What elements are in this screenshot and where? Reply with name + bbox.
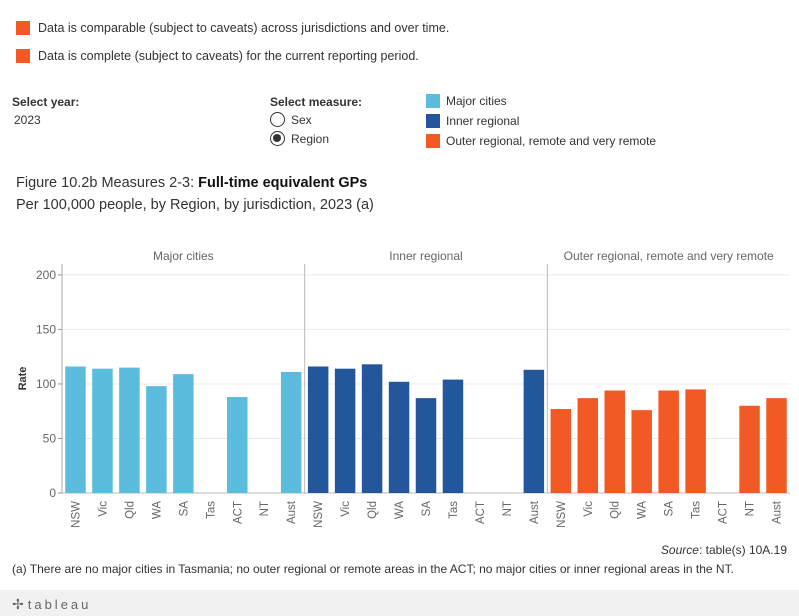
figure-title: Figure 10.2b Measures 2-3: Full-time equ…: [16, 175, 367, 191]
y-tick-label: 150: [36, 322, 56, 336]
x-tick-label: SA: [664, 501, 676, 517]
bar: [523, 369, 545, 493]
x-tick-label: ACT: [718, 501, 730, 524]
x-tick-label: ACT: [232, 501, 244, 524]
bar: [550, 409, 572, 493]
legend-outer-regional[interactable]: Outer regional, remote and very remote: [426, 134, 656, 148]
x-tick-label: Tas: [448, 501, 460, 519]
bar: [415, 398, 437, 493]
x-tick-label: Tas: [205, 501, 217, 519]
x-tick-label: WA: [151, 501, 163, 519]
year-select[interactable]: 2023: [14, 113, 41, 127]
caveat-text: Data is complete (subject to caveats) fo…: [38, 49, 419, 63]
bar: [604, 390, 625, 493]
bar: [388, 381, 410, 493]
bar-chart: 0 50 100 150 200 Rate Major cities NSW Vic Qld WA S…: [8, 246, 790, 528]
x-tick-label: SA: [421, 501, 433, 517]
radio-unselected-icon[interactable]: [270, 112, 285, 127]
measure-option-label: Sex: [291, 112, 312, 127]
y-axis-title: Rate: [17, 367, 29, 391]
bar: [65, 366, 86, 493]
x-tick-label: Tas: [691, 501, 703, 519]
x-tick-label: Aust: [286, 500, 298, 524]
figure-title-prefix: Figure 10.2b Measures 2-3:: [16, 175, 199, 191]
x-tick-label: NT: [502, 501, 514, 516]
panel-header-band: [8, 246, 790, 264]
bar: [307, 366, 329, 493]
source-text: : table(s) 10A.19: [698, 543, 787, 557]
bar: [227, 397, 248, 493]
footnote: (a) There are no major cities in Tasmani…: [12, 562, 734, 576]
bar: [92, 368, 113, 493]
year-label: Select year:: [12, 95, 80, 109]
bar: [766, 398, 787, 493]
panel-header-label: Inner regional: [389, 249, 462, 263]
bar: [442, 379, 464, 493]
y-tick-label: 200: [36, 268, 56, 282]
figure-title-bold: Full-time equivalent GPs: [198, 175, 368, 191]
x-tick-label: NT: [259, 501, 271, 516]
bar: [146, 386, 167, 493]
source-label: Source: [660, 543, 699, 557]
tableau-logo-icon: ✢: [12, 596, 24, 612]
y-tick-label: 50: [43, 431, 57, 445]
legend-swatch: [426, 134, 440, 148]
radio-selected-icon[interactable]: [270, 131, 285, 146]
panel-header-label: Outer regional, remote and very remote: [564, 249, 774, 263]
measure-option-label: Region: [291, 131, 330, 146]
measure-label: Select measure:: [270, 95, 363, 109]
legend-label: Major cities: [446, 94, 507, 108]
bar: [173, 374, 194, 493]
x-tick-label: Aust: [772, 500, 784, 524]
bar: [685, 389, 706, 493]
legend-label: Outer regional, remote and very remote: [446, 134, 657, 148]
figure-subtitle: Per 100,000 people, by Region, by jurisd…: [16, 197, 374, 213]
x-tick-label: NSW: [556, 501, 568, 528]
tableau-link[interactable]: ✢ tableau: [12, 596, 91, 613]
measure-option-sex[interactable]: Sex: [270, 112, 312, 127]
x-tick-label: SA: [178, 501, 190, 517]
caveat-text: Data is comparable (subject to caveats) …: [38, 21, 450, 35]
legend-swatch: [426, 114, 440, 128]
y-tick-label: 100: [36, 377, 56, 391]
x-tick-label: WA: [637, 501, 649, 519]
caveat-square-icon: [16, 49, 30, 63]
x-tick-label: Aust: [529, 500, 541, 524]
legend-major-cities[interactable]: Major cities: [426, 94, 507, 108]
bar: [119, 367, 140, 493]
x-tick-label: NT: [745, 501, 757, 516]
x-tick-label: NSW: [70, 501, 82, 528]
footer-bar: [0, 590, 799, 616]
x-tick-label: Vic: [583, 501, 595, 517]
x-tick-label: Qld: [124, 501, 136, 519]
x-tick-label: Qld: [367, 501, 379, 519]
x-tick-label: Vic: [340, 501, 352, 517]
bar: [739, 405, 760, 493]
bar: [631, 410, 652, 493]
legend-inner-regional[interactable]: Inner regional: [426, 114, 519, 128]
bar: [280, 371, 302, 493]
legend-label: Inner regional: [446, 114, 520, 128]
bar: [361, 364, 383, 493]
bar: [334, 368, 356, 493]
x-tick-label: NSW: [313, 501, 325, 528]
tableau-brand: tableau: [27, 597, 92, 612]
x-tick-label: Qld: [610, 501, 622, 519]
caveat-square-icon: [16, 21, 30, 35]
bar: [658, 390, 679, 493]
x-tick-label: WA: [394, 501, 406, 519]
caveat-complete: Data is complete (subject to caveats) fo…: [16, 49, 419, 63]
legend-swatch: [426, 94, 440, 108]
x-tick-label: ACT: [475, 501, 487, 524]
bar: [577, 398, 599, 493]
x-tick-label: Vic: [97, 501, 109, 517]
source-note: Source: table(s) 10A.19: [661, 543, 787, 557]
panel-header-label: Major cities: [153, 249, 214, 263]
caveat-comparable: Data is comparable (subject to caveats) …: [16, 21, 449, 35]
y-tick-label: 0: [49, 486, 56, 500]
measure-option-region[interactable]: Region: [270, 131, 329, 146]
